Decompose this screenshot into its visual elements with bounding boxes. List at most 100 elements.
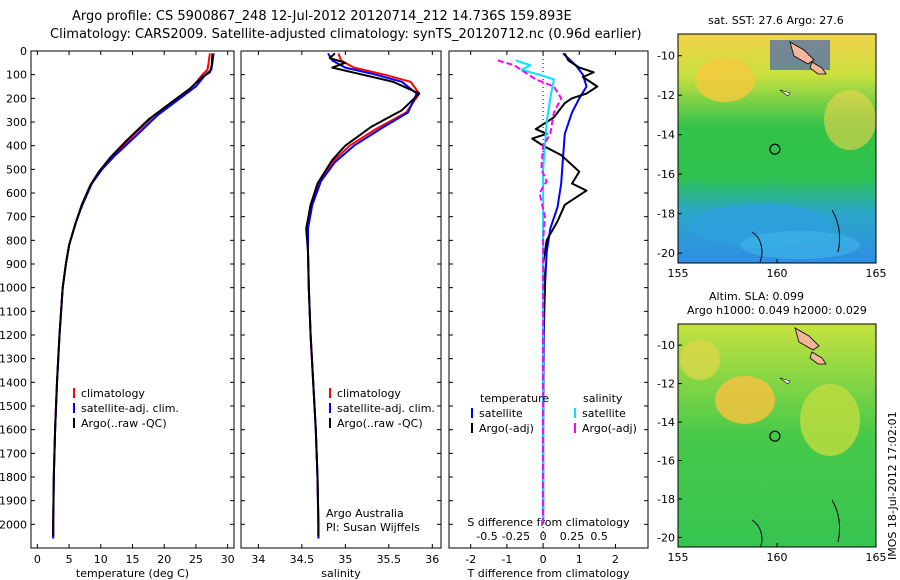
axes-box <box>448 50 649 549</box>
y-tick-label: 2000 <box>0 518 27 531</box>
island-shape <box>779 89 791 97</box>
y-tick-label: 500 <box>6 163 27 176</box>
x-tick-label: -1 <box>501 553 512 566</box>
x-tick-label: 5 <box>66 553 73 566</box>
sla-high-patch <box>800 384 860 456</box>
legend-title-temperature: temperature <box>480 392 549 405</box>
coastline-contour <box>751 499 841 547</box>
map-y-tick-label: -14 <box>657 416 675 429</box>
map-y-tick-label: -20 <box>657 531 675 544</box>
map-y-tick-label: -12 <box>657 378 675 391</box>
y-tick-label: 600 <box>6 187 27 200</box>
series-line-argo-raw-qc- <box>52 53 214 537</box>
map-y-tick-label: -12 <box>657 89 675 102</box>
x-tick-label: 34 <box>251 553 265 566</box>
sla-high-patch <box>715 376 775 424</box>
y-tick-label: 1700 <box>0 447 27 460</box>
panel-salinity: 34 34.5 35 35.5 36 salinity climatology satelli… <box>240 50 442 580</box>
series-line-s-argo-adj- <box>497 59 563 525</box>
sst-warm-patch <box>695 58 755 102</box>
y-tick-label: 100 <box>6 69 27 82</box>
panel-difference-from-climatology: -2 -1 0 1 2T difference from climatology -0.5… <box>448 50 649 580</box>
legend-label: Argo(-adj) <box>479 422 534 435</box>
y-tick-label: 1600 <box>0 424 27 437</box>
coastline-contour <box>751 209 841 263</box>
legend-label: Argo(-adj) <box>582 422 637 435</box>
map-x-tick-label: 155 <box>668 267 689 280</box>
legend-label: climatology <box>81 387 145 400</box>
sst-map <box>678 34 876 263</box>
x-tick-label: 2 <box>612 553 619 566</box>
legend-label: climatology <box>337 387 401 400</box>
x-tick-label: 34.5 <box>290 553 315 566</box>
x-tick-label: 0 <box>34 553 41 566</box>
map-x-tick-label: 165 <box>866 267 887 280</box>
map-axes-sst: 155 160 165 -10 -12 -14 -16 -18 -20 <box>657 33 887 280</box>
y-tick-label: 300 <box>6 116 27 129</box>
y-tick-label: 400 <box>6 140 27 153</box>
pi-label: PI: Susan Wijffels <box>326 521 420 534</box>
map-x-tick-label: 160 <box>767 551 788 564</box>
island-shape <box>794 327 820 351</box>
y-tick-label: 1200 <box>0 329 27 342</box>
x-tick-label: 36 <box>425 553 439 566</box>
legend-label: Argo(..raw -QC) <box>81 417 167 430</box>
altimetry-title-sla: Altim. SLA: 0.099 <box>709 290 805 303</box>
legend-label: satellite-adj. clim. <box>81 402 179 415</box>
y-tick-label: 1100 <box>0 305 27 318</box>
s-tick-label: 0.5 <box>590 530 608 543</box>
sst-warm-patch <box>824 90 876 150</box>
y-tick-label: 1500 <box>0 400 27 413</box>
climatology-title: Climatology: CARS2009. Satellite-adjuste… <box>50 27 642 42</box>
map-y-tick-label: -18 <box>657 208 675 221</box>
panel-temperature: 0100200300400500600700800900100011001200… <box>0 45 235 580</box>
s-axis-label: S difference from climatology <box>467 516 630 529</box>
x-tick-label: 35.5 <box>377 553 402 566</box>
sst-cool-patch <box>740 231 860 259</box>
island-shape <box>779 377 791 385</box>
map-y-tick-label: -10 <box>657 50 675 63</box>
map-x-tick-label: 155 <box>668 551 689 564</box>
x-tick-label: 1 <box>576 553 583 566</box>
sla-map <box>678 324 876 547</box>
x-axis-label: salinity <box>321 567 361 580</box>
legend-title-salinity: salinity <box>583 392 623 405</box>
axes-box <box>240 50 442 549</box>
y-tick-label: 1000 <box>0 282 27 295</box>
s-tick-label: -0.5 <box>476 530 497 543</box>
x-tick-label: 25 <box>189 553 203 566</box>
y-tick-label: 200 <box>6 92 27 105</box>
map-y-tick-label: -16 <box>657 454 675 467</box>
map-y-tick-label: -20 <box>657 247 675 260</box>
map-x-tick-label: 165 <box>866 551 887 564</box>
legend-label: satellite <box>479 407 523 420</box>
x-axis-label: temperature (deg C) <box>76 567 189 580</box>
altimetry-title-height: Argo h1000: 0.049 h2000: 0.029 <box>687 304 867 317</box>
series-line-argo-raw-qc- <box>305 52 421 537</box>
y-tick-label: 1400 <box>0 376 27 389</box>
argo-position-marker <box>769 143 781 155</box>
argo-position-marker <box>769 430 781 442</box>
y-tick-label: 1300 <box>0 353 27 366</box>
island-shape <box>809 351 827 365</box>
legend-label: satellite-adj. clim. <box>337 402 435 415</box>
y-tick-label: 0 <box>20 45 27 58</box>
map-y-tick-label: -14 <box>657 129 675 142</box>
x-tick-label: 35 <box>338 553 352 566</box>
y-tick-label: 900 <box>6 258 27 271</box>
map-x-tick-label: 160 <box>767 267 788 280</box>
y-tick-label: 700 <box>6 211 27 224</box>
x-tick-label: 30 <box>221 553 235 566</box>
x-tick-label: 0 <box>540 553 547 566</box>
profile-title: Argo profile: CS 5900867_248 12-Jul-2012… <box>72 9 572 24</box>
x-tick-label: 15 <box>126 553 140 566</box>
x-axis-label: T difference from climatology <box>467 567 630 580</box>
sst-map-title: sat. SST: 27.6 Argo: 27.6 <box>708 14 844 27</box>
x-tick-label: -2 <box>465 553 476 566</box>
y-tick-label: 800 <box>6 234 27 247</box>
legend-label: satellite <box>582 407 626 420</box>
x-tick-label: 20 <box>157 553 171 566</box>
x-tick-label: 10 <box>94 553 108 566</box>
